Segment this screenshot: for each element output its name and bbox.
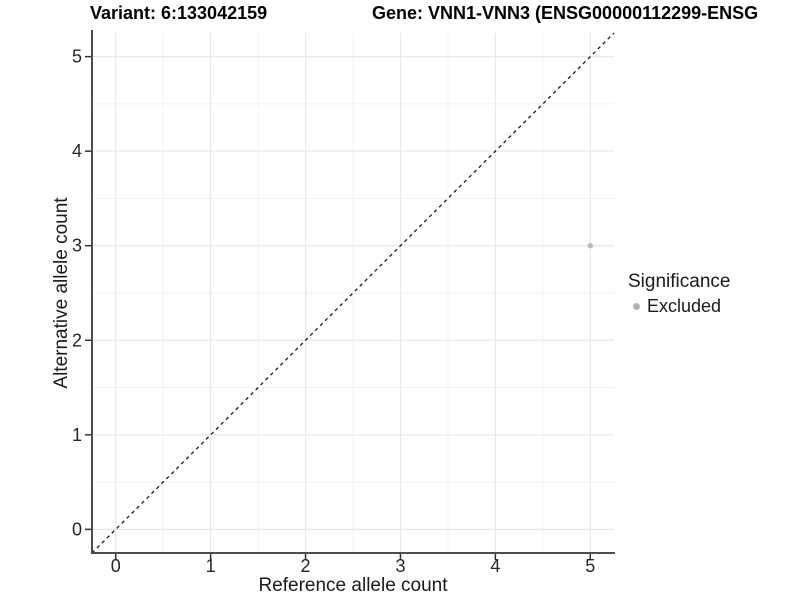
y-tick-label: 2 — [72, 330, 82, 350]
x-tick-label: 5 — [585, 556, 595, 576]
x-tick-label: 0 — [111, 556, 121, 576]
y-axis-title: Alternative allele count — [51, 197, 72, 389]
legend-title: Significance — [628, 271, 731, 292]
x-tick-label: 1 — [206, 556, 216, 576]
x-tick-label: 4 — [490, 556, 500, 576]
legend-item-excluded: Excluded — [628, 296, 730, 317]
data-point — [587, 243, 593, 249]
x-tick-label: 2 — [301, 556, 311, 576]
y-tick-label: 3 — [72, 236, 82, 256]
y-tick-label: 0 — [72, 519, 82, 539]
y-tick-label: 5 — [72, 47, 82, 67]
y-tick-label: 1 — [72, 425, 82, 445]
legend-item-label: Excluded — [647, 296, 722, 316]
legend: Significance Excluded — [628, 271, 730, 317]
y-tick-label: 4 — [72, 141, 82, 161]
plot-title-gene: Gene: VNN1-VNN3 (ENSG00000112299-ENSG — [372, 3, 759, 23]
legend-key-dot-icon — [633, 303, 640, 310]
x-axis-title: Reference allele count — [258, 575, 448, 596]
plot-title-variant: Variant: 6:133042159 — [90, 3, 268, 23]
x-tick-label: 3 — [395, 556, 405, 576]
